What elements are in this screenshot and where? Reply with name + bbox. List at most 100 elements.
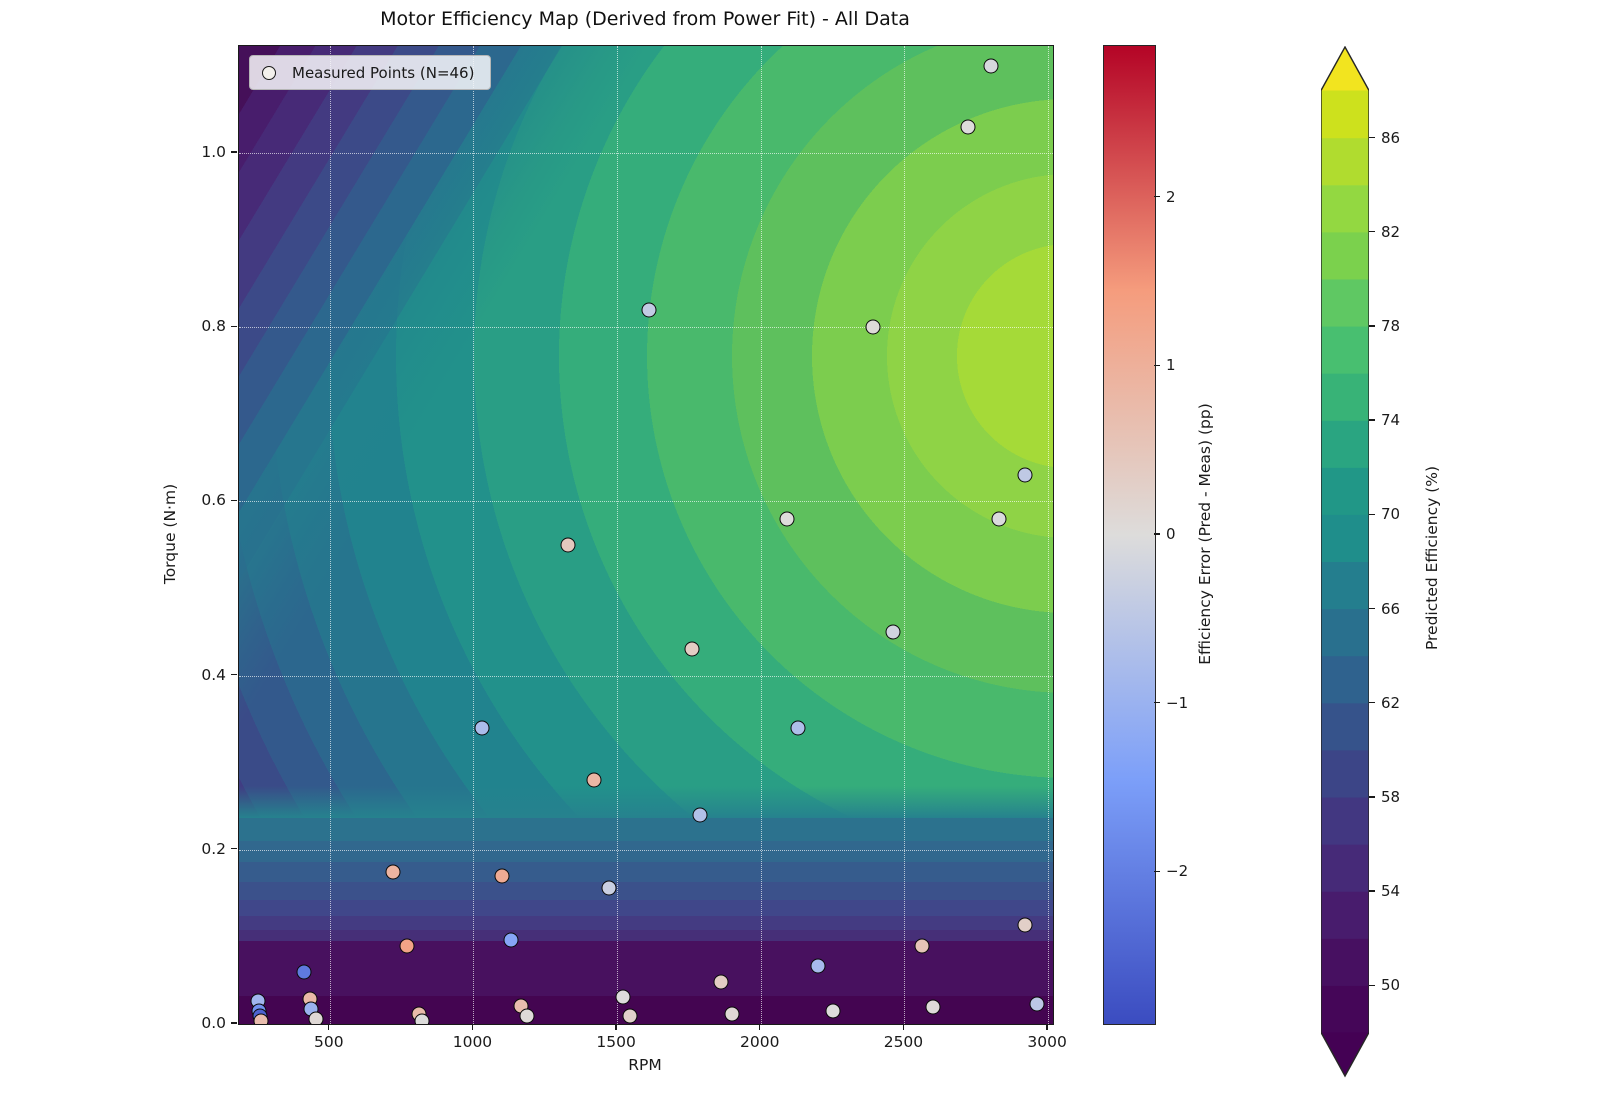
measured-point — [692, 807, 708, 823]
efficiency-colorbar-band — [1321, 137, 1369, 186]
legend-label: Measured Points (N=46) — [292, 63, 475, 82]
y-tick — [231, 325, 237, 327]
gridline-y-1 — [239, 153, 1053, 155]
error-colorbar-tick — [1154, 364, 1160, 367]
measured-point — [615, 989, 631, 1005]
legend-scatter-marker-icon — [262, 65, 276, 80]
efficiency-colorbar-tick-label: 70 — [1381, 505, 1401, 524]
gridline-y-0.8 — [239, 327, 1053, 329]
efficiency-colorbar-tick — [1369, 890, 1375, 892]
measured-point — [713, 974, 729, 990]
measured-point — [641, 302, 657, 318]
efficiency-colorbar-band — [1321, 325, 1369, 374]
measured-point — [885, 624, 901, 640]
efficiency-colorbar-band — [1321, 985, 1369, 1033]
efficiency-colorbar-tick-label: 58 — [1381, 787, 1401, 806]
x-tick-label: 2000 — [740, 1033, 780, 1051]
y-tick — [231, 151, 237, 153]
plot-area: Measured Points (N=46) — [238, 45, 1054, 1025]
efficiency-colorbar-tick-label: 78 — [1381, 316, 1401, 335]
measured-point — [385, 864, 401, 880]
efficiency-colorbar-tick-label: 66 — [1381, 599, 1401, 618]
efficiency-colorbar-band — [1321, 749, 1369, 798]
measured-point — [684, 641, 700, 657]
y-tick-label: 0.2 — [201, 839, 226, 858]
efficiency-colorbar-band — [1321, 467, 1369, 515]
efficiency-colorbar-tick — [1369, 325, 1375, 327]
efficiency-colorbar-band — [1321, 1032, 1369, 1076]
measured-point — [825, 1003, 841, 1019]
measured-point — [253, 1013, 269, 1024]
y-tick-label: 0.0 — [201, 1014, 226, 1032]
error-colorbar-tick-label: 2 — [1166, 187, 1176, 206]
efficiency-colorbar-tick — [1369, 136, 1375, 139]
gridline-x-2500 — [904, 46, 906, 1024]
efficiency-colorbar-tick — [1369, 231, 1375, 233]
measured-point — [991, 511, 1007, 527]
y-tick — [231, 1022, 237, 1024]
efficiency-colorbar-tick — [1369, 607, 1375, 610]
measured-point — [474, 720, 490, 736]
gridline-x-3000 — [1048, 46, 1050, 1024]
error-colorbar-tick-label: 1 — [1166, 356, 1176, 375]
efficiency-colorbar-label: Predicted Efficiency (%) — [1423, 465, 1441, 651]
error-colorbar — [1103, 45, 1156, 1025]
measured-point — [865, 319, 881, 335]
y-tick — [231, 673, 237, 676]
error-colorbar-tick-label: −2 — [1166, 862, 1189, 881]
measured-point — [308, 1011, 324, 1024]
x-tick-label: 3000 — [1027, 1033, 1067, 1051]
measured-point — [914, 938, 930, 954]
efficiency-colorbar-band — [1321, 47, 1369, 91]
error-colorbar-tick-label: −1 — [1166, 693, 1189, 712]
efficiency-colorbar-band — [1321, 655, 1369, 704]
efficiency-colorbar-band — [1321, 514, 1369, 563]
measured-point — [560, 537, 576, 553]
efficiency-colorbar-band — [1321, 561, 1369, 610]
x-tick — [902, 1024, 905, 1030]
x-tick-label: 2500 — [883, 1033, 924, 1051]
y-tick-label: 0.6 — [201, 491, 226, 510]
efficiency-colorbar-band — [1321, 844, 1369, 892]
efficiency-colorbar-band — [1321, 373, 1369, 421]
efficiency-colorbar-tick-label: 82 — [1381, 222, 1401, 241]
efficiency-colorbar-band — [1321, 420, 1369, 468]
efficiency-colorbar-tick — [1369, 419, 1375, 421]
x-tick-label: 1000 — [452, 1033, 493, 1051]
contour-background — [239, 46, 1053, 1024]
measured-point — [724, 1006, 740, 1022]
y-axis-label: Torque (N·m) — [161, 483, 179, 585]
measured-point — [810, 958, 826, 974]
x-tick — [328, 1024, 330, 1030]
efficiency-colorbar-tick-label: 86 — [1381, 128, 1401, 147]
y-tick — [231, 848, 237, 850]
efficiency-colorbar-band — [1321, 90, 1369, 139]
error-colorbar-tick-label: 0 — [1166, 525, 1176, 543]
measured-point — [601, 880, 616, 896]
measured-point — [1017, 917, 1033, 933]
efficiency-colorbar-band — [1321, 608, 1369, 657]
efficiency-colorbar-svg — [1320, 45, 1370, 1078]
gridline-x-1500 — [617, 46, 619, 1024]
y-tick-label: 1.0 — [201, 143, 226, 162]
measured-point — [1029, 996, 1045, 1012]
measured-point — [399, 938, 415, 954]
error-colorbar-tick — [1154, 870, 1160, 872]
gridline-y-0.4 — [239, 675, 1053, 677]
measured-point — [519, 1008, 535, 1024]
x-tick — [615, 1024, 617, 1030]
error-colorbar-tick — [1154, 533, 1160, 535]
error-colorbar-tick — [1154, 701, 1160, 704]
efficiency-colorbar-tick-label: 50 — [1381, 976, 1401, 995]
y-tick-label: 0.4 — [201, 665, 226, 684]
measured-point — [296, 964, 312, 980]
legend: Measured Points (N=46) — [249, 55, 492, 90]
x-tick-label: 1500 — [596, 1033, 636, 1051]
gridline-x-500 — [329, 46, 331, 1024]
efficiency-colorbar-tick — [1369, 796, 1375, 798]
measured-point — [960, 119, 976, 135]
gridline-y-0.2 — [239, 849, 1053, 851]
efficiency-colorbar-tick — [1369, 984, 1375, 986]
gridline-x-2000 — [760, 46, 762, 1024]
efficiency-colorbar-tick-label: 54 — [1381, 882, 1401, 901]
